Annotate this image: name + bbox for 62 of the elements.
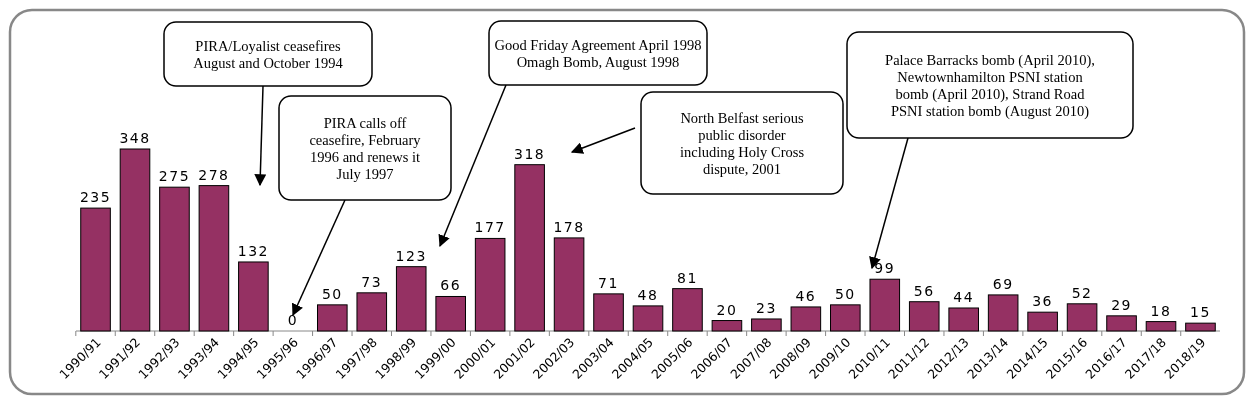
bar <box>830 304 861 332</box>
data-label: 15 <box>1190 304 1211 321</box>
bar <box>1145 321 1177 332</box>
bar <box>672 288 703 332</box>
data-label: 177 <box>474 219 506 236</box>
bar <box>1066 303 1098 332</box>
bar <box>238 261 269 332</box>
data-label: 52 <box>1071 284 1093 301</box>
data-label: 235 <box>79 189 112 206</box>
bar <box>474 237 506 332</box>
text: Good Friday Agreement April 1998 Omagh Bomb, August 1998 <box>494 36 702 70</box>
annotation: North Belfast serious public disorder including Holy Cross dispute, 2001 <box>679 109 805 177</box>
bar <box>395 266 427 332</box>
annotation: PIRA calls off ceasefire, February 1996 and renews it July 1997 <box>309 114 422 182</box>
text: Palace Barracks bomb (April 2010), Newtownhamilton PSNI station bomb (April 2010), Strand Road PSNI station bomb (August 2010) <box>885 51 1095 120</box>
bar <box>1027 311 1058 332</box>
text: PIRA/Loyalist ceasefires August and October 1994 <box>193 37 344 71</box>
bar <box>632 305 664 332</box>
bar <box>317 304 348 332</box>
data-label: 348 <box>119 130 151 146</box>
data-label: 71 <box>598 274 619 291</box>
data-label: 56 <box>913 282 935 299</box>
bar <box>1185 322 1216 332</box>
data-label: 99 <box>874 260 896 277</box>
data-label: 46 <box>795 287 817 304</box>
data-label: 66 <box>440 277 462 294</box>
data-label: 132 <box>237 242 269 259</box>
data-label: 123 <box>395 247 427 264</box>
data-label: 50 <box>834 285 856 302</box>
bar <box>908 301 940 332</box>
data-label: 44 <box>953 288 975 305</box>
bar <box>435 295 466 332</box>
data-label: 48 <box>637 286 659 303</box>
data-label: 275 <box>158 168 191 185</box>
bar <box>356 292 388 332</box>
data-label: 318 <box>514 145 546 162</box>
data-label: 278 <box>198 166 230 183</box>
data-label: 23 <box>755 299 777 316</box>
data-label: 50 <box>321 285 343 302</box>
data-label: 178 <box>553 218 585 235</box>
data-label: 29 <box>1111 296 1132 313</box>
bar <box>1106 315 1137 332</box>
bar <box>869 278 901 332</box>
bar <box>711 320 743 332</box>
bar <box>80 207 111 332</box>
bar <box>593 293 624 332</box>
data-label: 20 <box>716 301 738 318</box>
data-label: 0 <box>287 312 299 328</box>
bar <box>751 318 782 332</box>
data-label: 18 <box>1150 302 1172 319</box>
bar <box>159 186 190 332</box>
bar <box>987 294 1019 332</box>
bar <box>119 148 151 332</box>
data-label: 81 <box>677 269 698 286</box>
bar <box>790 306 822 332</box>
bar <box>514 164 545 332</box>
data-label: 73 <box>361 273 383 290</box>
bar <box>198 185 230 332</box>
data-label: 36 <box>1032 293 1054 310</box>
bar <box>553 237 585 332</box>
bar <box>948 307 979 332</box>
data-label: 69 <box>992 275 1014 292</box>
